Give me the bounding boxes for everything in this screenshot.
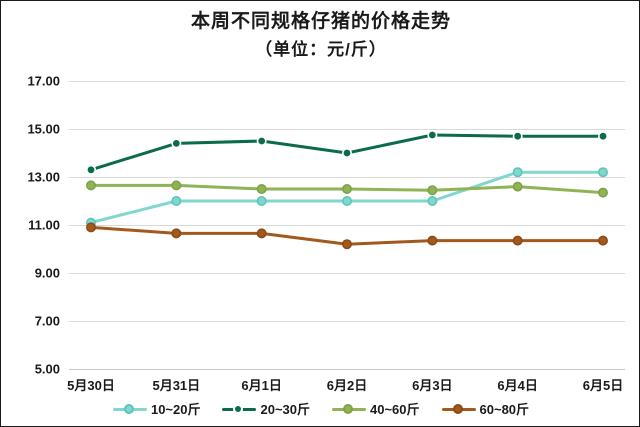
legend-marker-icon bbox=[222, 403, 257, 415]
y-axis-tick-label: 15.00 bbox=[27, 121, 60, 137]
legend-item-20~30斤[interactable]: 20~30斤 bbox=[222, 399, 310, 418]
series-60~80斤 bbox=[85, 222, 608, 250]
legend-marker-icon bbox=[112, 403, 147, 415]
data-point bbox=[256, 196, 267, 207]
gridline bbox=[69, 273, 625, 274]
data-point bbox=[512, 167, 523, 178]
data-point bbox=[85, 164, 96, 175]
x-axis-tick-label: 5月30日 bbox=[67, 378, 115, 393]
data-point bbox=[171, 180, 182, 191]
y-axis-tick-label: 17.00 bbox=[27, 73, 60, 89]
series-10~20斤 bbox=[85, 167, 608, 228]
data-point bbox=[597, 187, 608, 198]
x-axis-tick-label: 6月3日 bbox=[412, 378, 453, 393]
x-axis-tick-label: 6月1日 bbox=[241, 378, 282, 393]
gridline bbox=[69, 129, 625, 130]
y-axis-tick-label: 9.00 bbox=[34, 265, 60, 281]
y-axis-tick-label: 7.00 bbox=[34, 313, 60, 329]
gridline bbox=[69, 225, 625, 226]
legend-label: 20~30斤 bbox=[260, 402, 310, 417]
data-point bbox=[171, 138, 182, 149]
data-point bbox=[427, 235, 438, 246]
legend-label: 60~80斤 bbox=[479, 402, 530, 417]
chart-legend: 10~20斤 20~30斤 40~60斤 60~80斤 bbox=[1, 399, 640, 418]
data-point bbox=[427, 196, 438, 207]
x-axis-tick-label: 5月31日 bbox=[152, 378, 201, 393]
data-point bbox=[256, 228, 267, 239]
x-axis-line bbox=[69, 369, 625, 370]
legend-item-60~80斤[interactable]: 60~80斤 bbox=[441, 399, 530, 418]
data-point bbox=[256, 184, 267, 195]
legend-item-10~20斤[interactable]: 10~20斤 bbox=[112, 399, 201, 418]
x-axis-tick-label: 6月5日 bbox=[582, 378, 624, 393]
data-point bbox=[341, 196, 352, 207]
data-point bbox=[85, 222, 96, 233]
y-axis-tick-label: 11.00 bbox=[28, 217, 60, 233]
legend-marker-icon bbox=[441, 403, 476, 415]
data-point bbox=[256, 135, 267, 146]
data-point bbox=[512, 131, 523, 142]
gridline bbox=[69, 177, 625, 178]
x-axis-tick-label: 6月2日 bbox=[326, 378, 368, 393]
chart-title-block: 本周不同规格仔猪的价格走势 （单位：元/斤） bbox=[1, 9, 640, 63]
data-point bbox=[171, 196, 182, 207]
data-point bbox=[427, 185, 438, 196]
x-axis-tick-label: 6月4日 bbox=[497, 378, 538, 393]
data-point bbox=[597, 167, 608, 178]
data-point bbox=[597, 131, 608, 142]
page-title: 本周不同规格仔猪的价格走势 bbox=[190, 11, 451, 32]
legend-label: 40~60斤 bbox=[370, 402, 420, 417]
series-20~30斤 bbox=[85, 129, 608, 175]
data-point bbox=[597, 235, 608, 246]
y-axis-tick-label: 13.00 bbox=[27, 169, 60, 185]
y-axis-tick-label: 5.00 bbox=[34, 361, 60, 377]
gridline bbox=[69, 321, 625, 322]
data-point bbox=[512, 235, 523, 246]
data-point bbox=[85, 180, 96, 191]
data-point bbox=[341, 239, 352, 250]
series-40~60斤 bbox=[85, 180, 608, 198]
data-point bbox=[341, 184, 352, 195]
legend-marker-icon bbox=[332, 403, 366, 415]
legend-item-40~60斤[interactable]: 40~60斤 bbox=[332, 399, 420, 418]
gridline bbox=[69, 81, 625, 82]
series-group bbox=[85, 129, 608, 250]
data-point bbox=[427, 129, 438, 140]
data-point bbox=[171, 228, 182, 239]
data-point bbox=[512, 181, 523, 192]
legend-label: 10~20斤 bbox=[150, 402, 201, 417]
chart-subtitle: （单位：元/斤） bbox=[255, 40, 387, 59]
plot-area: 17.00 15.00 13.00 11.00 9.00 7.00 5.00 bbox=[27, 74, 625, 377]
data-point bbox=[341, 148, 352, 159]
